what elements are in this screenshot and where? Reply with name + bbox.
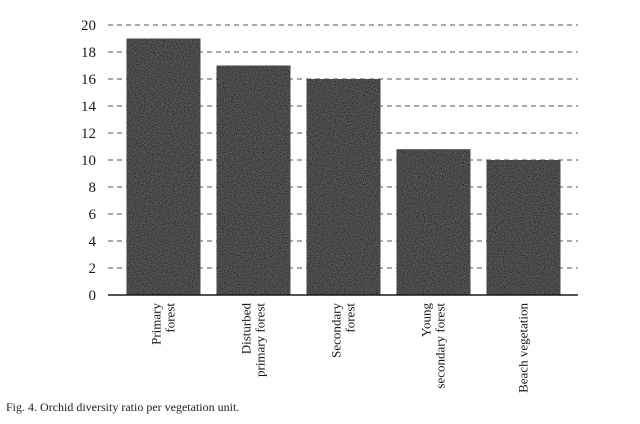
y-tick-label: 10 — [81, 153, 96, 169]
y-tick-label: 16 — [81, 72, 97, 88]
y-tick-label: 4 — [89, 234, 97, 250]
category-label-line: secondary forest — [433, 303, 448, 389]
y-tick-label: 20 — [81, 18, 96, 34]
category-label: Young secondary forest — [419, 303, 448, 389]
y-tick-label: 0 — [89, 288, 97, 304]
bar — [486, 160, 561, 295]
bar — [126, 38, 201, 295]
bar — [216, 65, 291, 295]
y-axis-ticks: 0 2 4 6 8 10 12 14 16 18 20 — [81, 18, 97, 304]
category-label-line: Disturbed — [239, 303, 254, 355]
bar — [396, 149, 471, 295]
y-tick-label: 12 — [81, 126, 96, 142]
category-label: Secondary forest — [329, 303, 358, 358]
category-label: Primary forest — [149, 303, 178, 345]
category-label-line: forest — [343, 303, 358, 333]
category-label-line: Beach vegetation — [516, 303, 531, 393]
bars — [126, 38, 561, 295]
category-label: Beach vegetation — [516, 303, 531, 393]
figure-caption: Fig. 4. Orchid diversity ratio per veget… — [6, 400, 240, 414]
category-label-line: primary forest — [253, 303, 268, 377]
y-tick-label: 18 — [81, 45, 96, 61]
category-label-line: Young — [419, 303, 434, 338]
y-tick-label: 2 — [89, 261, 97, 277]
category-label-line: forest — [163, 303, 178, 333]
category-label-line: Secondary — [329, 303, 344, 358]
category-labels: Primary forest Disturbed primary forest Seco… — [149, 303, 531, 393]
y-tick-label: 6 — [89, 207, 97, 223]
category-label-line: Primary — [149, 303, 164, 345]
y-tick-label: 8 — [89, 180, 97, 196]
bar — [306, 79, 381, 295]
y-tick-label: 14 — [81, 99, 97, 115]
category-label: Disturbed primary forest — [239, 303, 268, 378]
